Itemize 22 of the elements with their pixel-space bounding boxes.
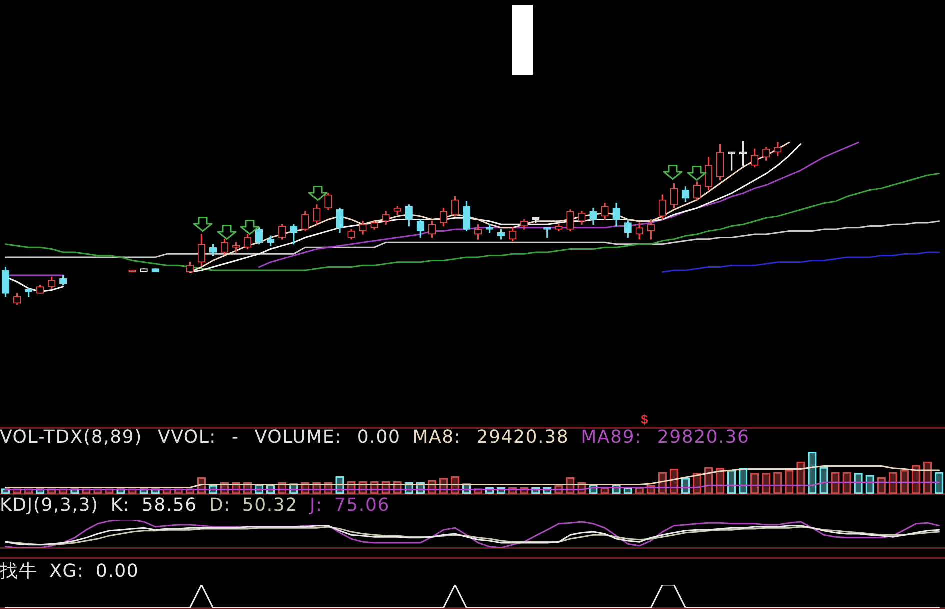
series-label: K: 58.56 xyxy=(110,495,198,516)
bar xyxy=(820,467,828,494)
series-label: MA8: 29420.38 xyxy=(412,427,570,448)
series-label: D: 50.32 xyxy=(209,495,298,516)
bar xyxy=(900,470,909,494)
bar xyxy=(888,472,898,494)
bar xyxy=(831,472,840,494)
bar xyxy=(785,470,794,494)
bar xyxy=(808,452,817,494)
bar xyxy=(842,472,852,494)
bar xyxy=(854,473,863,494)
bar xyxy=(750,473,760,494)
bar xyxy=(934,472,944,494)
chart-title: 找牛 xyxy=(0,561,38,582)
text: MA89: 29820.36 xyxy=(581,427,750,448)
bar xyxy=(762,473,771,494)
chart-title: KDJ(9,3,3) xyxy=(0,495,99,516)
series-label: J: 75.06 xyxy=(310,495,390,516)
bar xyxy=(774,472,782,494)
text: $ xyxy=(641,412,648,427)
series-label: XG: 0.00 xyxy=(50,561,140,582)
chart-title: VOL-TDX(8,89) VVOL: - VOLUME: 0.00 xyxy=(0,427,401,448)
